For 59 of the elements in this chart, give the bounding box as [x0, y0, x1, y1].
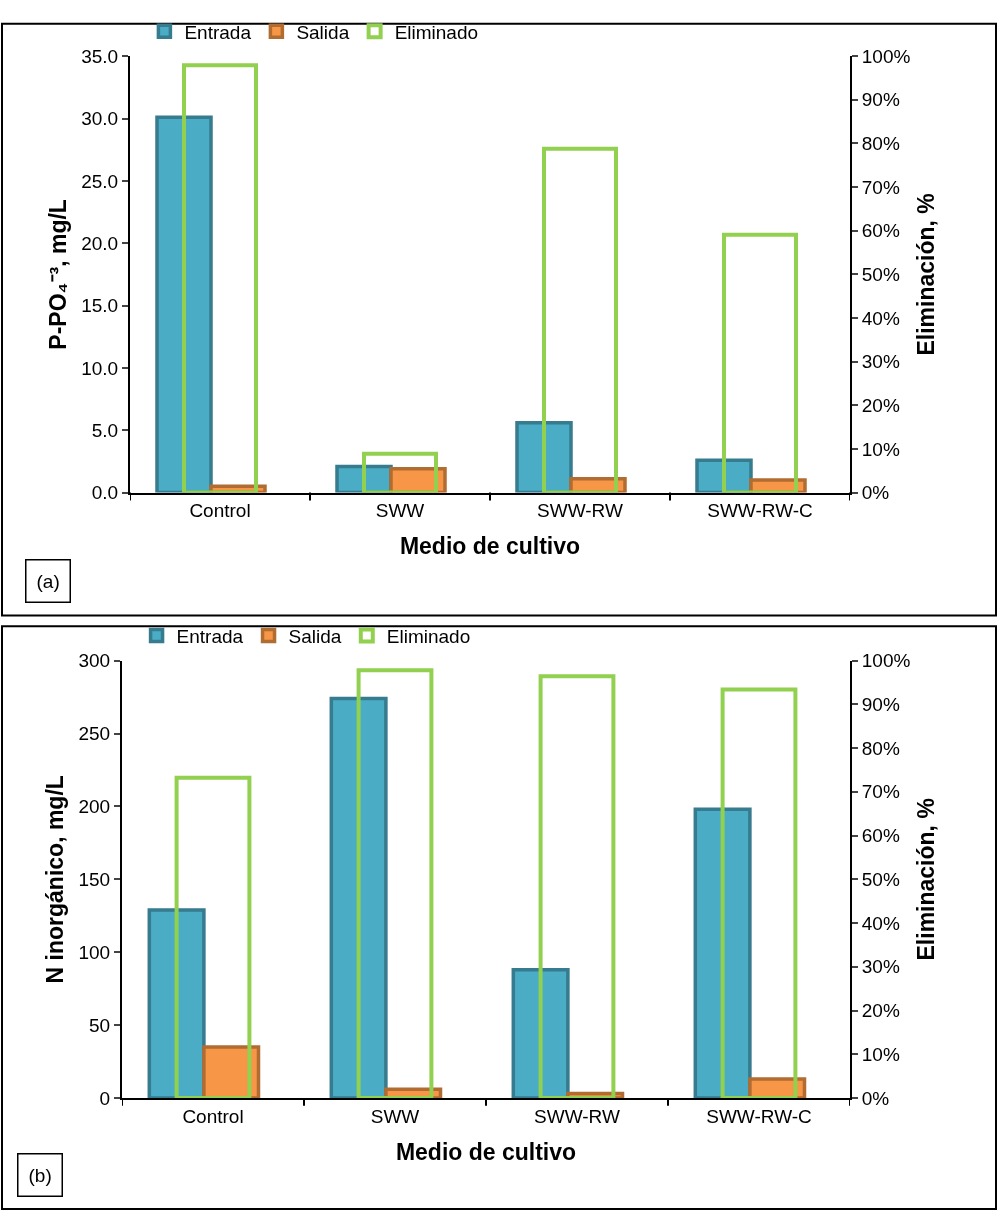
y-tick-label: 50	[89, 1014, 111, 1036]
y2-tick-label: 0%	[861, 1087, 890, 1109]
x-tick-label: Control	[189, 500, 251, 522]
text: (a)	[36, 570, 60, 592]
y2-tick-label: 50%	[861, 868, 900, 890]
y-tick-label: 250	[78, 723, 111, 745]
y2-tick-label: 40%	[861, 307, 900, 329]
y2-tick-label: 90%	[861, 694, 900, 716]
y2-axis-title: Eliminación, %	[912, 798, 939, 961]
y2-tick-label: 20%	[861, 394, 900, 416]
y2-tick-label: 30%	[861, 351, 900, 373]
y-tick-label: 200	[78, 796, 111, 818]
legend-label: Salida	[288, 625, 342, 647]
y-axis-title: P-PO₄⁻³, mg/L	[45, 199, 72, 350]
y2-tick-label: 20%	[861, 1000, 900, 1022]
y2-tick-label: 70%	[861, 176, 900, 198]
x-axis-title: Medio de cultivo	[399, 533, 581, 560]
y-tick-label: 5.0	[91, 419, 119, 441]
text: (b)	[28, 1164, 52, 1186]
legend-label: Entrada	[176, 625, 244, 647]
y2-tick-label: 90%	[861, 89, 900, 111]
x-tick-label: SWW	[375, 500, 425, 522]
legend-label: Salida	[296, 21, 350, 43]
y-tick-label: 10.0	[81, 357, 119, 379]
y-tick-label: 35.0	[81, 45, 119, 67]
x-axis-title: Medio de cultivo	[395, 1138, 577, 1165]
y-tick-label: 0	[99, 1087, 111, 1109]
legend-label: Eliminado	[386, 625, 471, 647]
x-tick-label: SWW-RW-C	[706, 1105, 812, 1127]
y2-tick-label: 60%	[861, 825, 900, 847]
legend-label: Eliminado	[394, 21, 479, 43]
y2-tick-label: 100%	[861, 650, 911, 672]
y-tick-label: 300	[78, 650, 111, 672]
y2-tick-label: 10%	[861, 438, 900, 460]
x-tick-label: SWW-RW	[537, 500, 623, 522]
y-tick-label: 100	[78, 941, 111, 963]
y-tick-label: 20.0	[81, 232, 119, 254]
y2-tick-label: 70%	[861, 781, 900, 803]
x-tick-label: SWW-RW	[534, 1105, 620, 1127]
y-tick-label: 15.0	[81, 295, 119, 317]
y2-tick-label: 10%	[861, 1043, 900, 1065]
y-tick-label: 150	[78, 868, 111, 890]
y2-tick-label: 80%	[861, 133, 900, 155]
y2-tick-label: 60%	[861, 220, 900, 242]
legend-label: Entrada	[184, 21, 252, 43]
y2-tick-label: 50%	[861, 264, 900, 286]
x-tick-label: SWW	[370, 1105, 420, 1127]
y-axis-title: N inorgánico, mg/L	[42, 775, 69, 984]
y2-tick-label: 30%	[861, 956, 900, 978]
y-tick-label: 0.0	[91, 482, 119, 504]
y-tick-label: 25.0	[81, 170, 119, 192]
y2-tick-label: 100%	[861, 45, 911, 67]
y-tick-label: 30.0	[81, 108, 119, 130]
y2-tick-label: 40%	[861, 912, 900, 934]
y2-tick-label: 0%	[861, 482, 890, 504]
y2-tick-label: 80%	[861, 737, 900, 759]
x-tick-label: SWW-RW-C	[707, 500, 813, 522]
x-tick-label: Control	[182, 1105, 244, 1127]
y2-axis-title: Eliminación, %	[912, 193, 939, 356]
